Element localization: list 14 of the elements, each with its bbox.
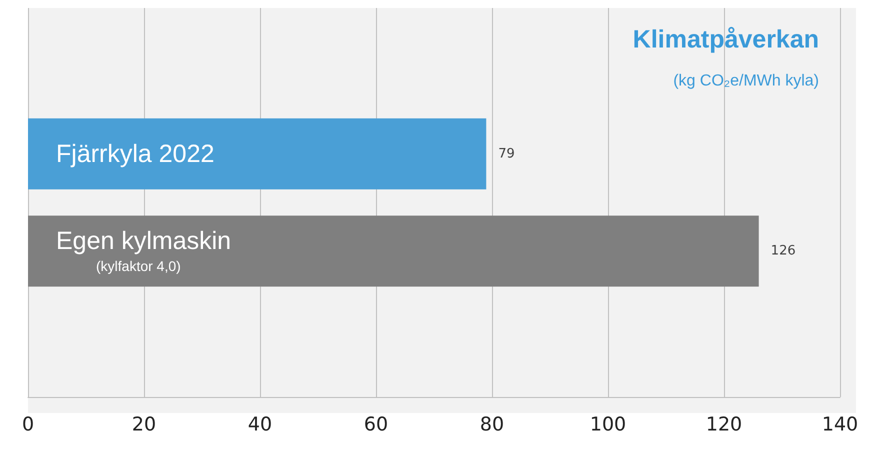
- x-tick-label: 140: [822, 414, 858, 436]
- y-tick-label: Egen kylmaskin (kylfaktor 4,0): [56, 227, 232, 274]
- x-tick-label: 100: [590, 414, 626, 436]
- x-tick-label: 120: [706, 414, 742, 436]
- chart-title: Klimatpåverkan: [632, 26, 820, 54]
- x-tick-label: 20: [132, 414, 156, 436]
- x-tick-label: 80: [480, 414, 504, 436]
- x-tick-label: 60: [364, 414, 388, 436]
- y-tick-label: Fjärrkyla 2022: [56, 140, 214, 168]
- data-label: 126: [770, 244, 796, 259]
- x-tick-label: 40: [248, 414, 272, 436]
- x-tick-label: 0: [22, 414, 34, 436]
- chart-subtitle: (kg CO₂e/MWh kyla): [673, 72, 819, 90]
- data-label: 79: [498, 146, 515, 162]
